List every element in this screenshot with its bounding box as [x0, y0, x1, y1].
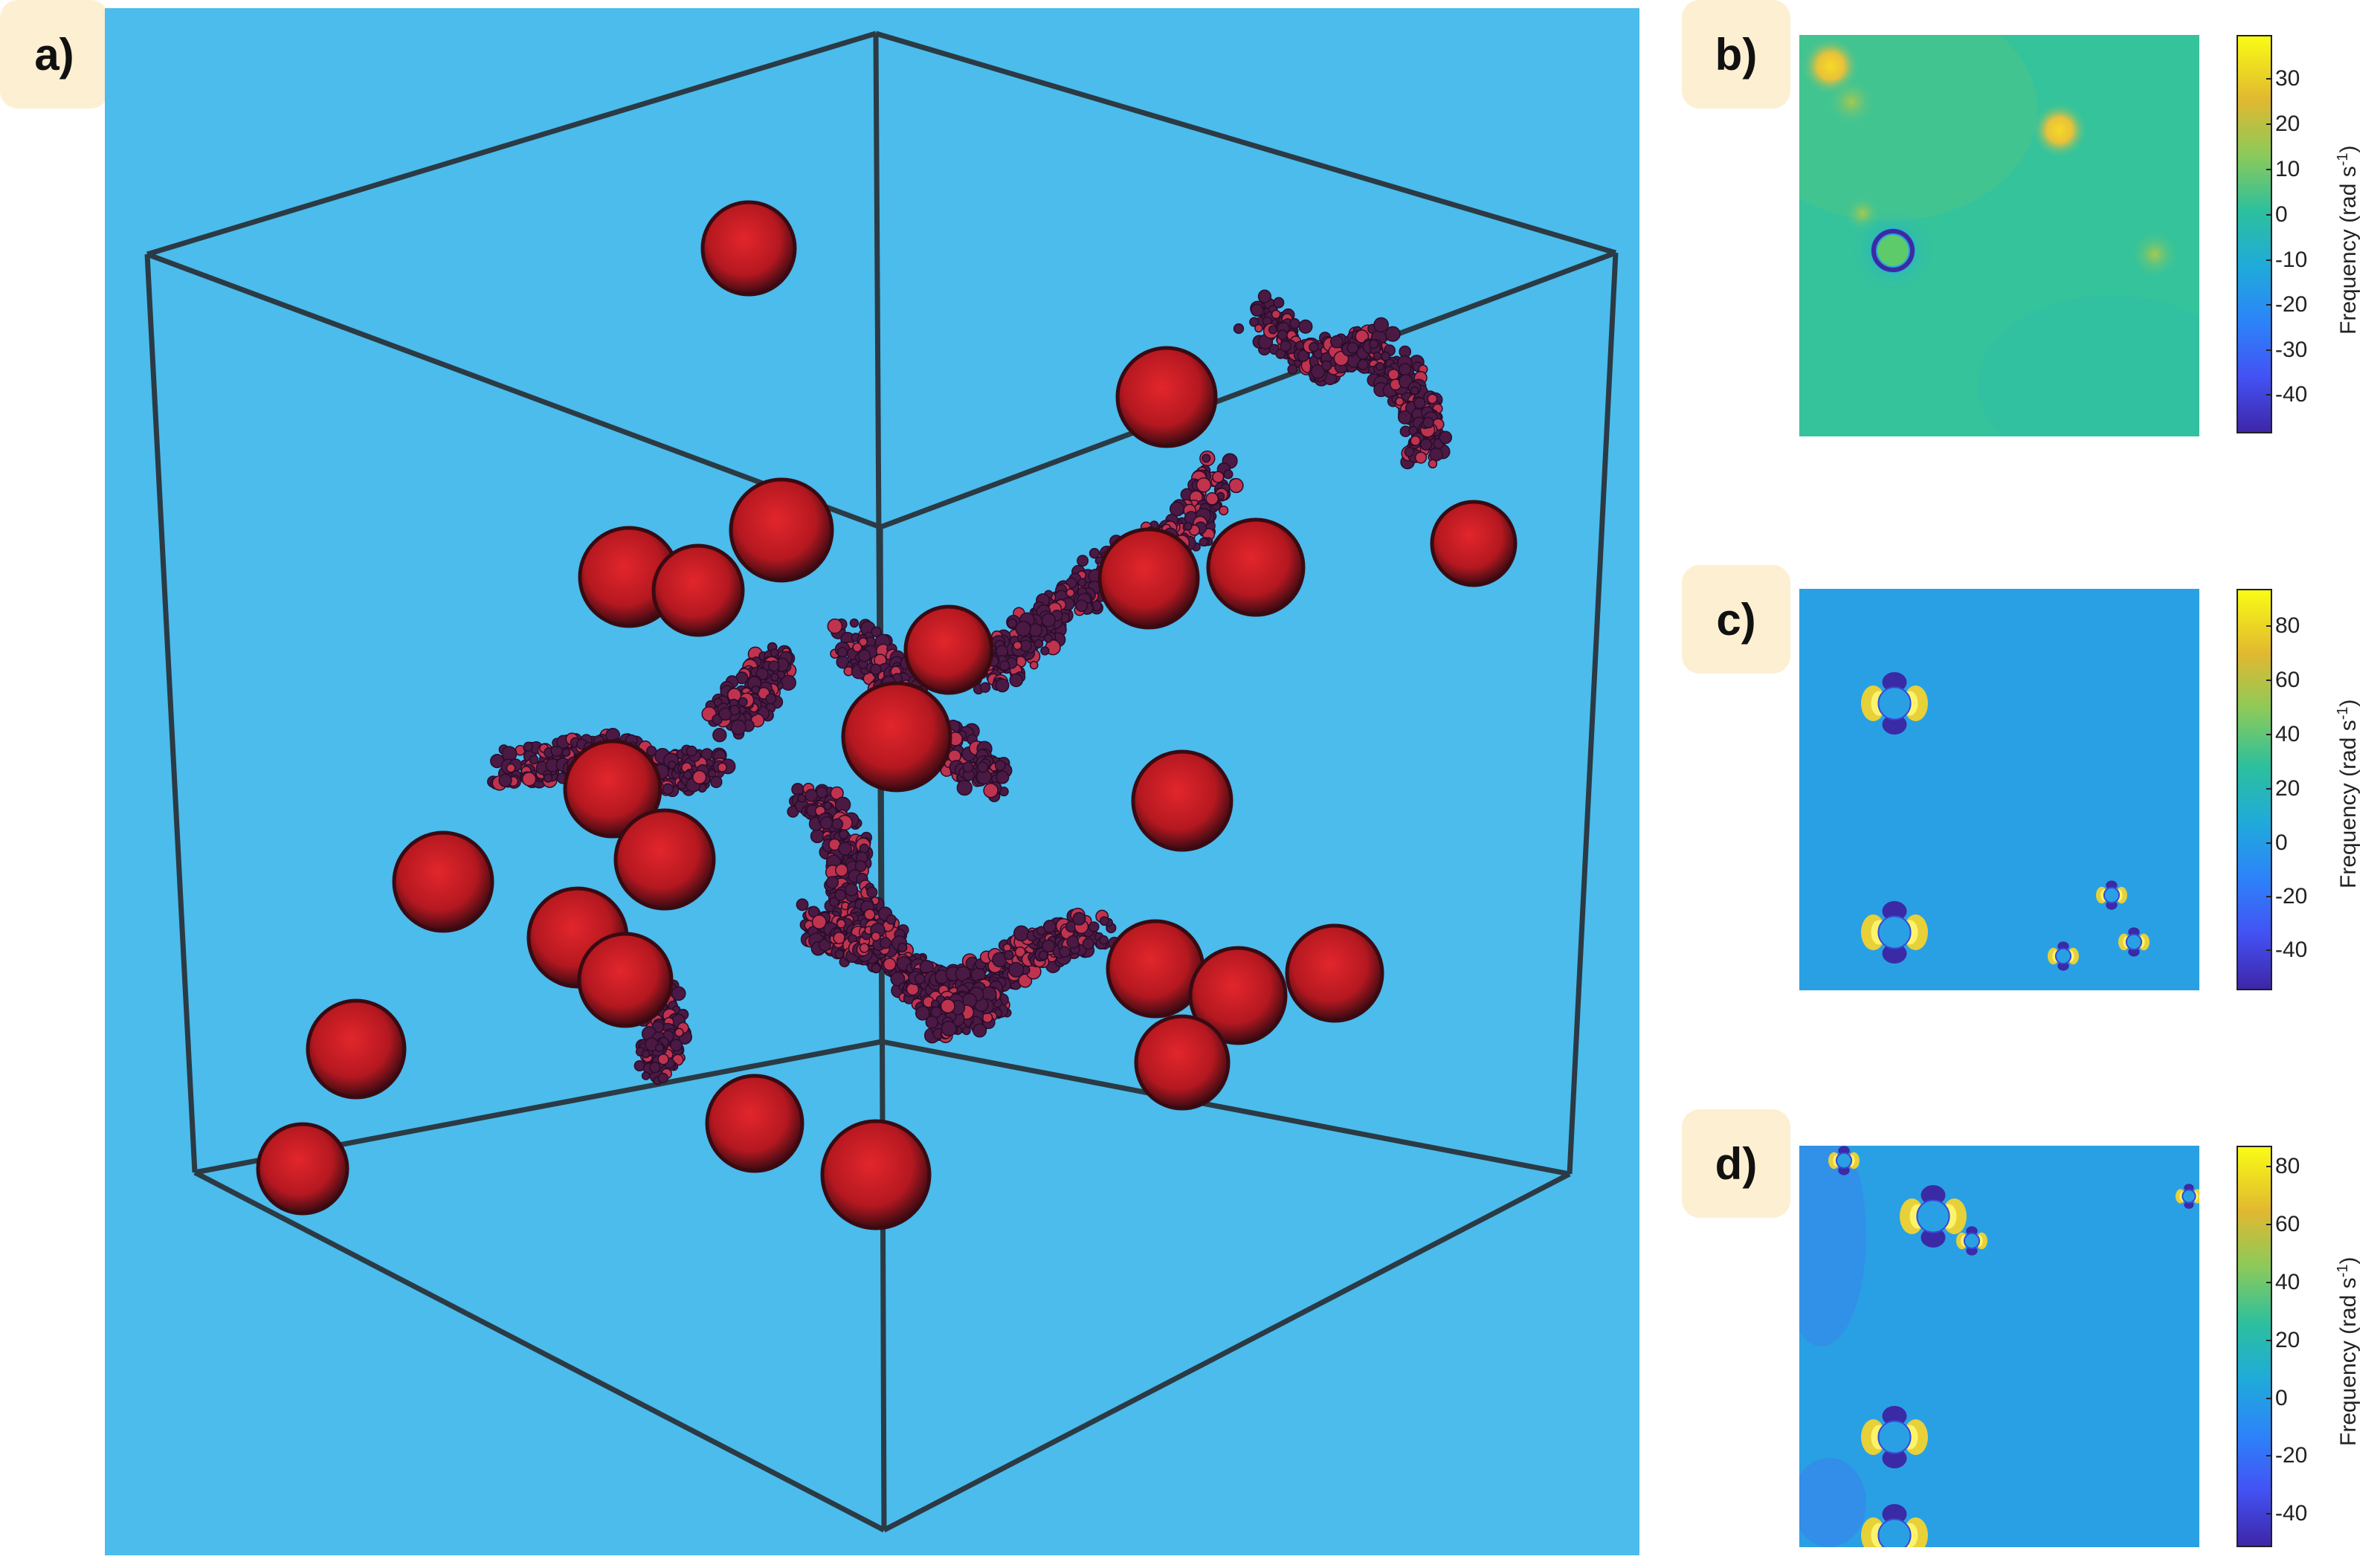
nanoparticle-sphere: [306, 998, 407, 1100]
nanoparticle-sphere: [1188, 946, 1288, 1045]
dipole-artifact: [2096, 880, 2127, 910]
nanoparticle-sphere: [256, 1122, 349, 1216]
3d-cube-render: [105, 8, 1639, 1555]
nanoparticle-sphere: [729, 477, 834, 583]
colorbar-d-tick: -20: [2265, 1443, 2308, 1468]
nanoparticle-sphere: [903, 604, 994, 695]
frequency-map-b: [1799, 35, 2199, 436]
nanoparticle-sphere: [705, 1074, 804, 1173]
colorbar-b-tick: 20: [2265, 112, 2300, 136]
colorbar-d: [2237, 1146, 2272, 1547]
dipole-artifact: [1861, 1504, 1928, 1547]
dipole-artifact: [1861, 901, 1928, 964]
colorbar-b-tick: 30: [2265, 66, 2300, 91]
colorbar-b-tick: -20: [2265, 292, 2308, 317]
dipole-artifact: [2048, 941, 2079, 971]
aggregate-cluster: [1233, 289, 1453, 470]
colorbar-d-tick: -40: [2265, 1501, 2308, 1526]
colorbar-b-tick: -30: [2265, 338, 2308, 362]
nanoparticle-sphere: [820, 1119, 932, 1230]
colorbar-b-tick: -10: [2265, 248, 2308, 272]
colorbar-c-tick: -20: [2265, 884, 2308, 909]
aggregate-cluster: [915, 973, 1012, 1044]
dipole-artifact: [1956, 1226, 1987, 1256]
dipole-artifact: [1861, 672, 1928, 735]
colorbar-d-tick: 80: [2265, 1154, 2300, 1178]
colorbar-c-tick: 20: [2265, 776, 2300, 801]
colorbar-d-label: Frequency (rad s-1): [2335, 1256, 2361, 1446]
dipole-artifact: [2118, 927, 2150, 957]
colorbar-d-tick: 20: [2265, 1328, 2300, 1352]
colorbar-d-tick: 0: [2266, 1386, 2288, 1410]
nanoparticle-sphere: [700, 200, 797, 297]
nanoparticle-sphere: [1134, 1014, 1231, 1111]
nanoparticle-sphere: [392, 830, 494, 933]
colorbar-c-tick: -40: [2265, 938, 2308, 962]
colorbar-b: [2237, 35, 2272, 433]
colorbar-c-tick: 0: [2266, 830, 2288, 855]
nanoparticle-sphere: [841, 681, 952, 793]
colorbar-c: [2237, 589, 2272, 990]
nanoparticle-sphere: [1115, 346, 1218, 448]
nanoparticle-sphere: [1430, 500, 1518, 587]
colorbar-d-tick: 40: [2265, 1270, 2300, 1294]
aggregate-cluster: [701, 642, 797, 743]
nanoparticle-sphere: [1106, 919, 1205, 1019]
dipole-artifact: [1900, 1185, 1967, 1248]
colorbar-b-tick: 10: [2265, 157, 2300, 181]
nanoparticle-sphere: [1131, 749, 1233, 852]
frequency-map-c: [1799, 589, 2199, 990]
nanoparticle-spheres: [256, 200, 1518, 1230]
nanoparticle-sphere: [651, 543, 745, 637]
panel-label-c: c): [1682, 565, 1790, 674]
colorbar-d-tick: 60: [2265, 1212, 2300, 1236]
dipole-artifact: [2176, 1184, 2199, 1209]
colorbar-c-label: Frequency (rad s-1): [2335, 699, 2361, 888]
cube-frame: [144, 30, 1619, 1533]
panel-label-a: a): [0, 0, 109, 109]
colorbar-c-tick: 40: [2265, 722, 2300, 746]
nanoparticle-sphere: [1097, 527, 1200, 630]
nanoparticle-sphere: [1206, 517, 1306, 617]
colorbar-b-tick: 0: [2266, 202, 2288, 227]
colorbar-b-tick: -40: [2265, 382, 2308, 407]
dipole-artifact: [1861, 1406, 1928, 1468]
nanoparticle-sphere: [577, 932, 674, 1028]
aggregate-cluster: [796, 898, 908, 968]
nanoparticle-sphere: [613, 808, 716, 911]
nanoparticle-sphere: [563, 739, 662, 839]
colorbar-c-tick: 80: [2265, 613, 2300, 638]
panel-label-d: d): [1682, 1109, 1790, 1218]
colorbar-c-tick: 60: [2265, 668, 2300, 692]
colorbar-b-label: Frequency (rad s-1): [2335, 145, 2361, 335]
frequency-map-d: [1799, 1146, 2199, 1547]
panel-label-b: b): [1682, 0, 1790, 109]
dipole-artifact: [1828, 1146, 1860, 1175]
nanoparticle-sphere: [1285, 923, 1384, 1023]
